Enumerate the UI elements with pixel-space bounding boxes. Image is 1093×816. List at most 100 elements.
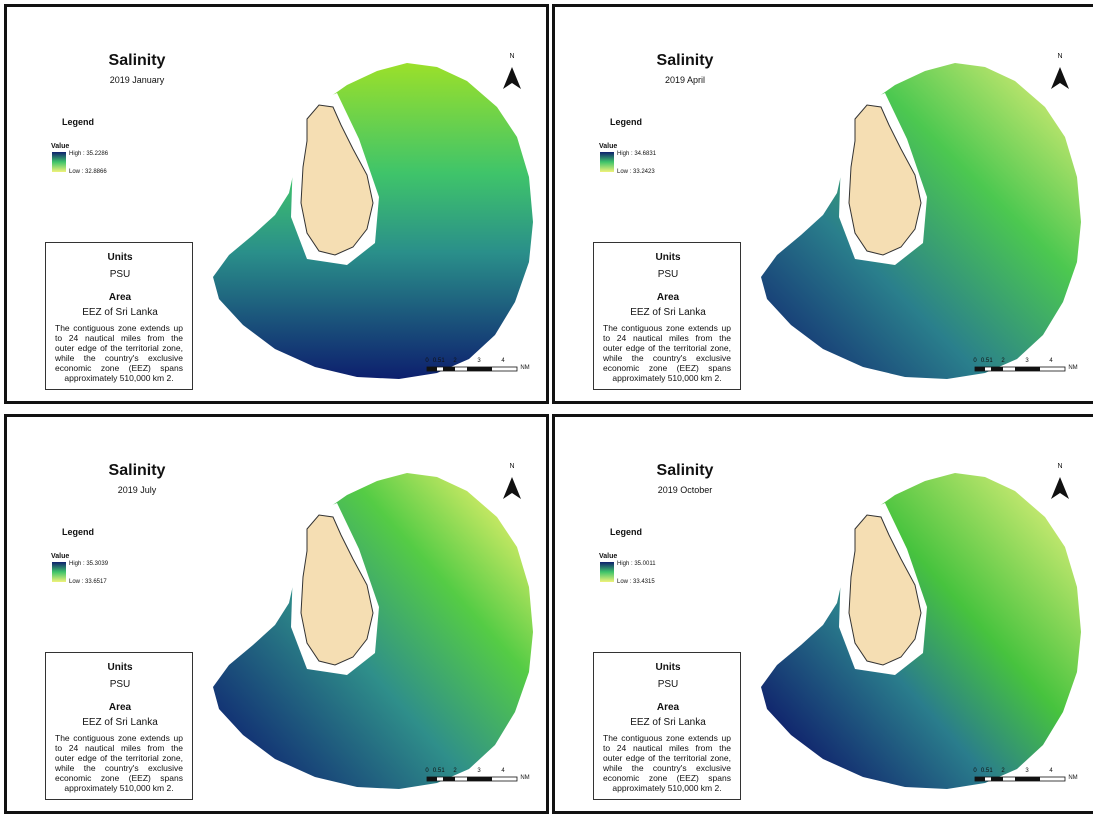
map-subtitle: 2019 July [118,485,157,495]
scale-label: 4 [501,768,504,774]
scale-label: 4 [501,358,504,364]
map-subtitle: 2019 October [658,485,713,495]
legend-title: Legend [610,117,642,127]
scale-seg [427,367,437,371]
scale-label: 1 [441,358,444,364]
legend-low: Low : 33.4315 [617,579,655,585]
area-heading: Area [47,702,193,713]
scale-seg [443,777,455,781]
scale-label: 0 [425,768,428,774]
legend-title: Legend [610,527,642,537]
legend-low: Low : 33.6517 [69,579,107,585]
legend-ramp [600,562,614,582]
area: EEZ of Sri Lanka [595,307,741,318]
north-label: N [509,53,514,60]
value-label: Value [599,143,617,150]
value-label: Value [51,143,69,150]
area: EEZ of Sri Lanka [47,307,193,318]
map-title: Salinity [109,462,166,480]
scale-seg [991,777,1003,781]
scale-label: 4 [1049,358,1052,364]
north-label: N [1057,463,1062,470]
units-heading: Units [595,662,741,673]
scale-label: 2 [453,768,456,774]
scale-label: 1 [441,768,444,774]
legend-ramp [52,152,66,172]
scale-seg [443,367,455,371]
north-arrow [1051,477,1069,499]
description: The contiguous zone extends up to 24 nau… [603,733,731,793]
scale-seg [991,367,1003,371]
scale-label: 0.5 [981,358,989,364]
legend-low: Low : 32.8866 [69,169,107,175]
scale-seg [1015,777,1040,781]
description: The contiguous zone extends up to 24 nau… [55,733,183,793]
legend-ramp [600,152,614,172]
units: PSU [595,269,741,280]
area: EEZ of Sri Lanka [595,717,741,728]
north-arrow [503,477,521,499]
map-title: Salinity [109,52,166,70]
legend-high: High : 35.0011 [617,561,656,567]
scale-seg [1015,367,1040,371]
scale-label: 0.5 [433,358,441,364]
area-heading: Area [47,292,193,303]
north-arrow [1051,67,1069,89]
units-heading: Units [47,662,193,673]
scale-unit: NM [520,775,529,781]
north-label: N [1057,53,1062,60]
area: EEZ of Sri Lanka [47,717,193,728]
scale-label: 2 [1001,768,1004,774]
scale-label: 0.5 [981,768,989,774]
legend-high: High : 34.6831 [617,151,656,157]
scale-seg [467,777,492,781]
scale-label: 0 [425,358,428,364]
legend-high: High : 35.2286 [69,151,108,157]
scale-seg [975,367,985,371]
units: PSU [47,269,193,280]
legend-ramp [52,562,66,582]
area-heading: Area [595,292,741,303]
scale-label: 0 [973,358,976,364]
map-title: Salinity [657,462,714,480]
page: Salinity2019 JanuaryLegendValueHigh : 35… [0,0,1093,816]
scale-seg [427,777,437,781]
scale-label: 4 [1049,768,1052,774]
scale-label: 0 [973,768,976,774]
map-title: Salinity [657,52,714,70]
north-arrow [503,67,521,89]
legend-high: High : 35.3039 [69,561,108,567]
value-label: Value [599,553,617,560]
map-subtitle: 2019 April [665,75,705,85]
scale-label: 2 [1001,358,1004,364]
north-label: N [509,463,514,470]
scale-unit: NM [520,365,529,371]
scale-label: 3 [477,768,480,774]
scale-label: 1 [989,768,992,774]
map-subtitle: 2019 January [110,75,165,85]
value-label: Value [51,553,69,560]
scale-label: 3 [1025,768,1028,774]
scale-unit: NM [1068,365,1077,371]
map-panel: Salinity 2019 July Legend ValueHigh : 35.30… [4,414,549,814]
legend-title: Legend [62,117,94,127]
units: PSU [47,679,193,690]
scale-seg [975,777,985,781]
scale-label: 2 [453,358,456,364]
legend-low: Low : 33.2423 [617,169,655,175]
legend-title: Legend [62,527,94,537]
scale-label: 0.5 [433,768,441,774]
area-heading: Area [595,702,741,713]
description: The contiguous zone extends up to 24 nau… [603,323,731,383]
units: PSU [595,679,741,690]
scale-unit: NM [1068,775,1077,781]
units-heading: Units [47,252,193,263]
scale-label: 3 [477,358,480,364]
description: The contiguous zone extends up to 24 nau… [55,323,183,383]
scale-label: 3 [1025,358,1028,364]
scale-seg [467,367,492,371]
units-heading: Units [595,252,741,263]
